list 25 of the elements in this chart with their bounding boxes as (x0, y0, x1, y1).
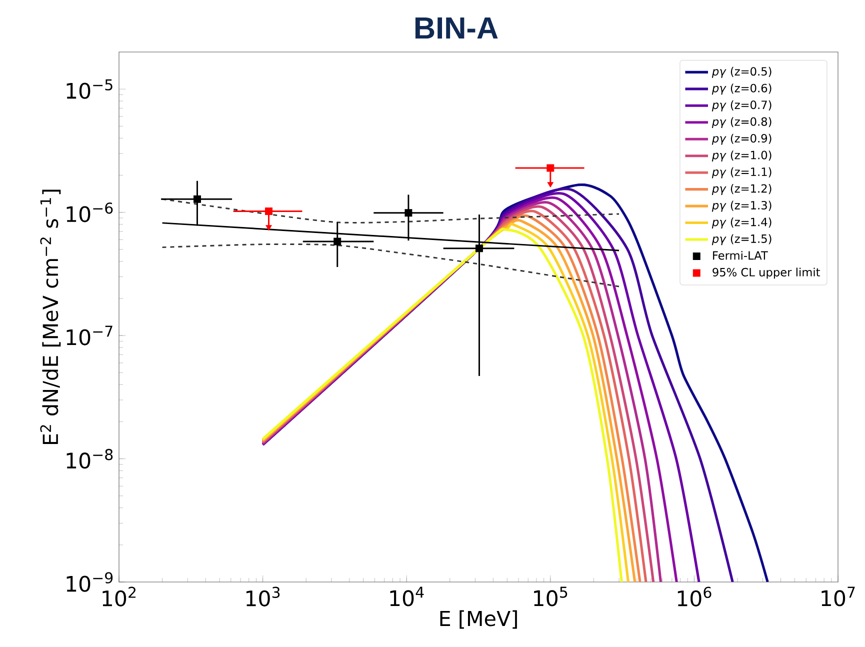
y-tick-label: 10$^{−5}$ (66, 79, 112, 99)
x-tick-label: 10$^{5}$ (534, 586, 568, 606)
legend-label: pγ (z=0.6) (712, 84, 772, 95)
legend-label: pγ (z=0.7) (712, 100, 772, 112)
legend-label: pγ (z=0.8) (712, 117, 772, 128)
legend-label: 95% CL upper limit (712, 268, 820, 279)
legend-label: pγ (z=0.9) (712, 134, 772, 145)
y-tick-label: 10$^{−8}$ (66, 448, 113, 469)
x-tick-label: 10$^{3}$ (246, 586, 280, 606)
legend-label: pγ (z=1.5) (712, 234, 772, 246)
legend-label: pγ (z=1.0) (712, 150, 772, 162)
y-axis-title: E$^{2}$ dN/dE [MeV cm$^{−2}$ s$^{−1}$] (40, 190, 61, 444)
legend-label: pγ (z=0.5) (712, 66, 772, 78)
x-tick-label: 10$^{4}$ (390, 586, 424, 606)
legend-label: pγ (z=1.2) (712, 184, 772, 195)
x-axis-title: E [MeV] (440, 610, 517, 629)
x-tick-label: 10$^{6}$ (678, 586, 712, 606)
legend-label: pγ (z=1.3) (712, 200, 772, 212)
legend-label: pγ (z=1.4) (712, 217, 772, 228)
x-tick-label: 10$^{7}$ (822, 586, 855, 606)
y-tick-label: 10$^{−7}$ (66, 326, 112, 346)
y-tick-label: 10$^{−6}$ (66, 202, 113, 222)
legend-label: Fermi-LAT (713, 250, 768, 260)
legend-label: pγ (z=1.1) (712, 167, 772, 178)
chart-title: BIN-A (415, 17, 498, 39)
